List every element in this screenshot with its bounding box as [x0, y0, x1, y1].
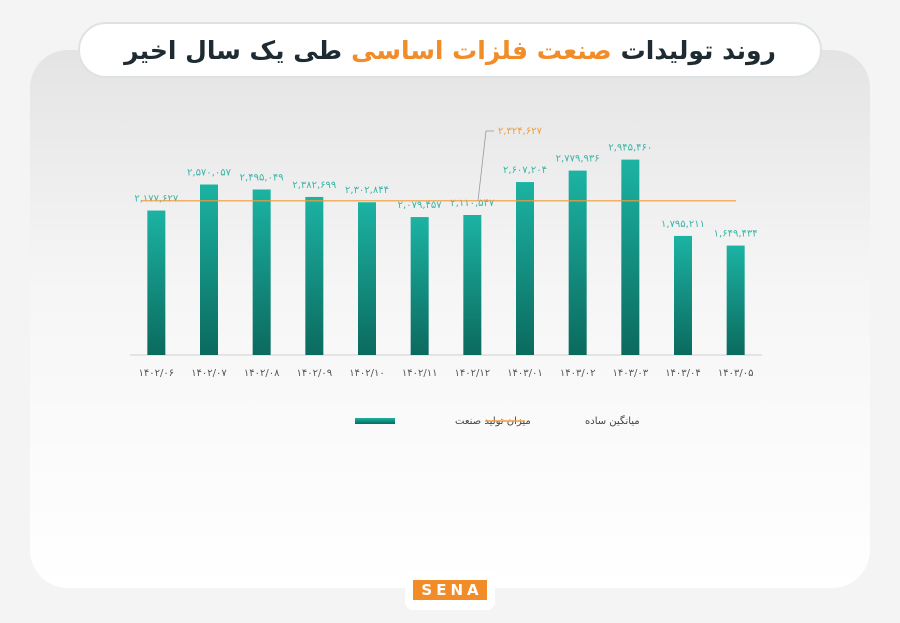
x-tick-label: ۱۴۰۲/۰۹ — [297, 368, 333, 379]
bar — [463, 215, 482, 355]
title-part: صنعت فلزات اساسی — [351, 35, 612, 65]
bar — [726, 245, 745, 355]
leader-line — [477, 130, 487, 201]
chart-title: روند تولیدات صنعت فلزات اساسی طی یک سال اخ… — [78, 22, 822, 78]
x-tick-label: ۱۴۰۲/۱۲ — [455, 368, 491, 379]
value-label: ۲,۳۰۲,۸۴۴ — [345, 185, 389, 196]
value-label: ۲,۶۰۷,۲۰۴ — [503, 165, 547, 176]
logo-text: SENA — [413, 580, 487, 600]
x-tick-label: ۱۴۰۲/۰۸ — [244, 368, 280, 379]
value-label: ۲,۹۴۵,۴۶۰ — [608, 143, 652, 154]
bar — [305, 196, 324, 355]
x-tick-label: ۱۴۰۳/۰۴ — [665, 368, 701, 379]
value-label: ۱,۷۹۵,۲۱۱ — [661, 219, 705, 230]
value-label: ۲,۱۱۰,۵۴۷ — [450, 198, 495, 209]
bar — [410, 217, 429, 355]
legend-swatch — [355, 418, 395, 424]
logo: SENA — [405, 570, 495, 610]
bar — [516, 182, 534, 355]
title-part: روند تولیدات — [620, 35, 776, 65]
legend-label: میانگین ساده — [585, 415, 640, 427]
x-tick-label: ۱۴۰۳/۰۵ — [718, 368, 754, 379]
x-tick-label: ۱۴۰۲/۰۷ — [191, 368, 227, 379]
x-tick-label: ۱۴۰۳/۰۲ — [560, 368, 596, 379]
value-label: ۲,۰۷۹,۴۵۷ — [398, 200, 443, 211]
x-tick-label: ۱۴۰۲/۰۶ — [139, 368, 175, 379]
bar — [674, 235, 692, 355]
value-label: ۲,۱۷۷,۶۲۷ — [134, 194, 179, 205]
value-label: ۲,۷۷۹,۹۳۶ — [556, 154, 600, 165]
bar — [568, 170, 587, 355]
value-label: ۲,۴۹۵,۰۴۹ — [240, 172, 284, 183]
bar — [358, 202, 376, 355]
x-tick-label: ۱۴۰۲/۱۰ — [349, 368, 385, 379]
bar — [252, 189, 271, 355]
x-tick-label: ۱۴۰۲/۱۱ — [402, 368, 438, 379]
bar — [621, 159, 640, 355]
value-label: ۱,۶۴۹,۴۳۴ — [714, 229, 758, 240]
value-label: ۲,۳۸۲,۶۹۹ — [292, 180, 336, 191]
bar — [200, 184, 218, 355]
title-part: طی یک سال اخیر — [124, 35, 343, 65]
bar — [147, 210, 166, 355]
x-tick-label: ۱۴۰۳/۰۱ — [507, 368, 543, 379]
average-label: ۲,۳۲۴,۶۲۷ — [498, 126, 543, 137]
value-label: ۲,۵۷۰,۰۵۷ — [187, 168, 232, 179]
x-tick-label: ۱۴۰۳/۰۳ — [613, 368, 649, 379]
